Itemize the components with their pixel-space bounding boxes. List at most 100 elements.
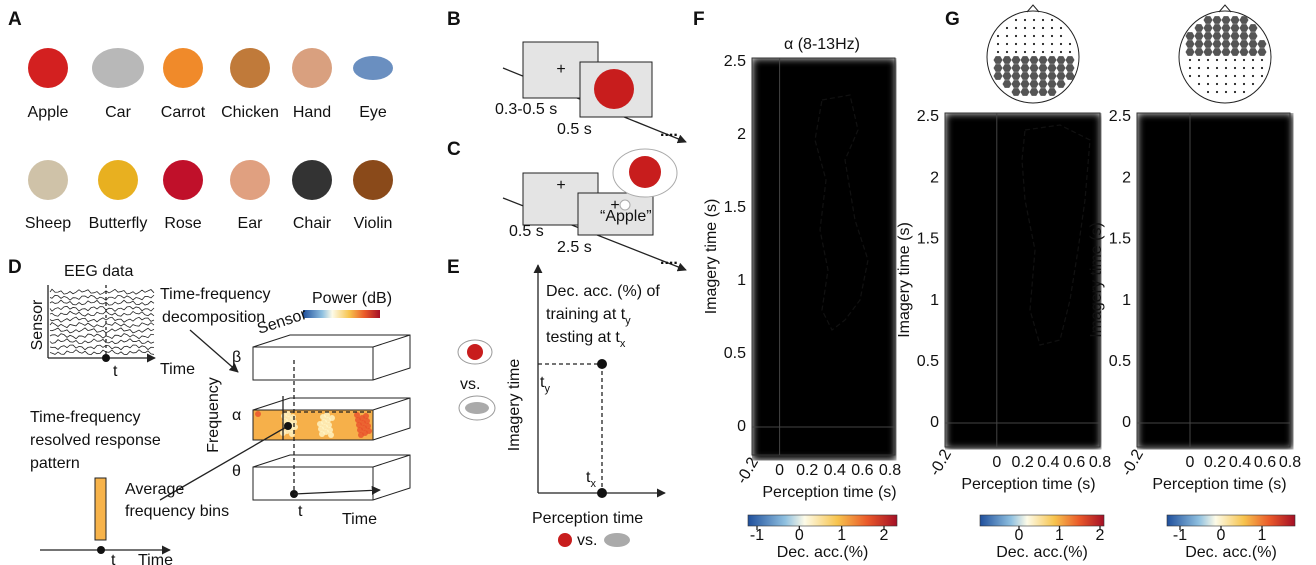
- heatmap-cell: [1023, 383, 1030, 390]
- heatmap-cell: [830, 310, 837, 317]
- heatmap-cell: [1197, 245, 1204, 252]
- heatmap-cell: [1209, 389, 1216, 396]
- heatmap-cell: [1221, 383, 1228, 390]
- heatmap-cell: [951, 371, 958, 378]
- heatmap-cell: [794, 124, 801, 131]
- heatmap-cell: [836, 232, 843, 239]
- heatmap-cell: [812, 232, 819, 239]
- heatmap-cell: [1221, 131, 1228, 138]
- heatmap-cell: [1221, 149, 1228, 156]
- heatmap-cell: [1209, 293, 1216, 300]
- heatmap-cell: [1077, 437, 1084, 444]
- heatmap-cell: [764, 82, 771, 89]
- heatmap-cell: [1047, 215, 1054, 222]
- heatmap-cell: [1017, 287, 1024, 294]
- heatmap-cell: [1023, 269, 1030, 276]
- heatmap-cell: [999, 275, 1006, 282]
- heatmap-cell: [878, 346, 885, 353]
- heatmap-cell: [824, 358, 831, 365]
- heatmap-cell: [884, 196, 891, 203]
- heatmap-cell: [854, 82, 861, 89]
- heatmap-cell: [999, 407, 1006, 414]
- heatmap-cell: [794, 226, 801, 233]
- heatmap-cell: [1059, 401, 1066, 408]
- heatmap-cell: [1203, 185, 1210, 192]
- heatmap-cell: [1269, 443, 1276, 450]
- heatmap-cell: [782, 178, 789, 185]
- heatmap-cell: [1005, 239, 1012, 246]
- heatmap-cell: [854, 262, 861, 269]
- heatmap-cell: [1185, 311, 1192, 318]
- heatmap-cell: [1089, 119, 1096, 126]
- heatmap-cell: [854, 208, 861, 215]
- electrode-dot: [1224, 82, 1228, 86]
- heatmap-cell: [860, 304, 867, 311]
- heatmap-cell: [1275, 221, 1282, 228]
- heatmap-cell: [1185, 383, 1192, 390]
- heatmap-cell: [1251, 125, 1258, 132]
- x-tick-label: 0.2: [1204, 454, 1226, 471]
- object-picture: [230, 160, 270, 200]
- heatmap-cell: [999, 383, 1006, 390]
- heatmap-cell: [1275, 161, 1282, 168]
- heatmap-cell: [878, 100, 885, 107]
- heatmap-cell: [866, 58, 873, 65]
- heatmap-cell: [824, 280, 831, 287]
- heatmap-cell: [1245, 185, 1252, 192]
- heatmap-cell: [1167, 233, 1174, 240]
- heatmap-cell: [1023, 149, 1030, 156]
- heatmap-cell: [1035, 401, 1042, 408]
- heatmap-cell: [1077, 257, 1084, 264]
- heatmap-cell: [890, 238, 897, 245]
- heatmap-cell: [975, 305, 982, 312]
- heatmap-cell: [794, 376, 801, 383]
- heatmap-cell: [1059, 149, 1066, 156]
- heatmap-cell: [758, 178, 765, 185]
- heatmap-cell: [993, 221, 1000, 228]
- heatmap-cell: [860, 340, 867, 347]
- heatmap-cell: [1257, 407, 1264, 414]
- heatmap-cell: [866, 436, 873, 443]
- heatmap-cell: [788, 130, 795, 137]
- heatmap-cell: [1095, 281, 1102, 288]
- heatmap-cell: [1245, 407, 1252, 414]
- heatmap-cell: [836, 64, 843, 71]
- heatmap-cell: [1227, 239, 1234, 246]
- heatmap-cell: [794, 214, 801, 221]
- heatmap-cell: [1185, 401, 1192, 408]
- electrode: [1002, 72, 1012, 80]
- heatmap-cell: [878, 64, 885, 71]
- heatmap-cell: [1149, 425, 1156, 432]
- heatmap-cell: [1191, 275, 1198, 282]
- heatmap-cell: [1089, 311, 1096, 318]
- heatmap-cell: [890, 226, 897, 233]
- heatmap-cell: [842, 358, 849, 365]
- heatmap-cell: [1281, 287, 1288, 294]
- heatmap-cell: [1257, 161, 1264, 168]
- heatmap-cell: [1239, 329, 1246, 336]
- heatmap-cell: [1197, 215, 1204, 222]
- heatmap-cell: [782, 304, 789, 311]
- heatmap-cell: [1185, 431, 1192, 438]
- heatmap-cell: [1263, 245, 1270, 252]
- heatmap-cell: [963, 257, 970, 264]
- heatmap-cell: [957, 311, 964, 318]
- heatmap-cell: [1209, 203, 1216, 210]
- heatmap-cell: [999, 443, 1006, 450]
- heatmap-cell: [969, 269, 976, 276]
- heatmap-cell: [1149, 437, 1156, 444]
- heatmap-cell: [1089, 305, 1096, 312]
- heatmap-cell: [1137, 221, 1144, 228]
- heatmap-cell: [1251, 443, 1258, 450]
- heatmap-cell: [975, 269, 982, 276]
- heatmap-cell: [981, 437, 988, 444]
- heatmap-cell: [1251, 239, 1258, 246]
- heatmap-cell: [1209, 263, 1216, 270]
- heatmap-cell: [993, 179, 1000, 186]
- heatmap-cell: [1047, 167, 1054, 174]
- heatmap-cell: [860, 172, 867, 179]
- heatmap-cell: [951, 365, 958, 372]
- heatmap-cell: [993, 281, 1000, 288]
- heatmap-cell: [1077, 383, 1084, 390]
- heatmap-cell: [1173, 377, 1180, 384]
